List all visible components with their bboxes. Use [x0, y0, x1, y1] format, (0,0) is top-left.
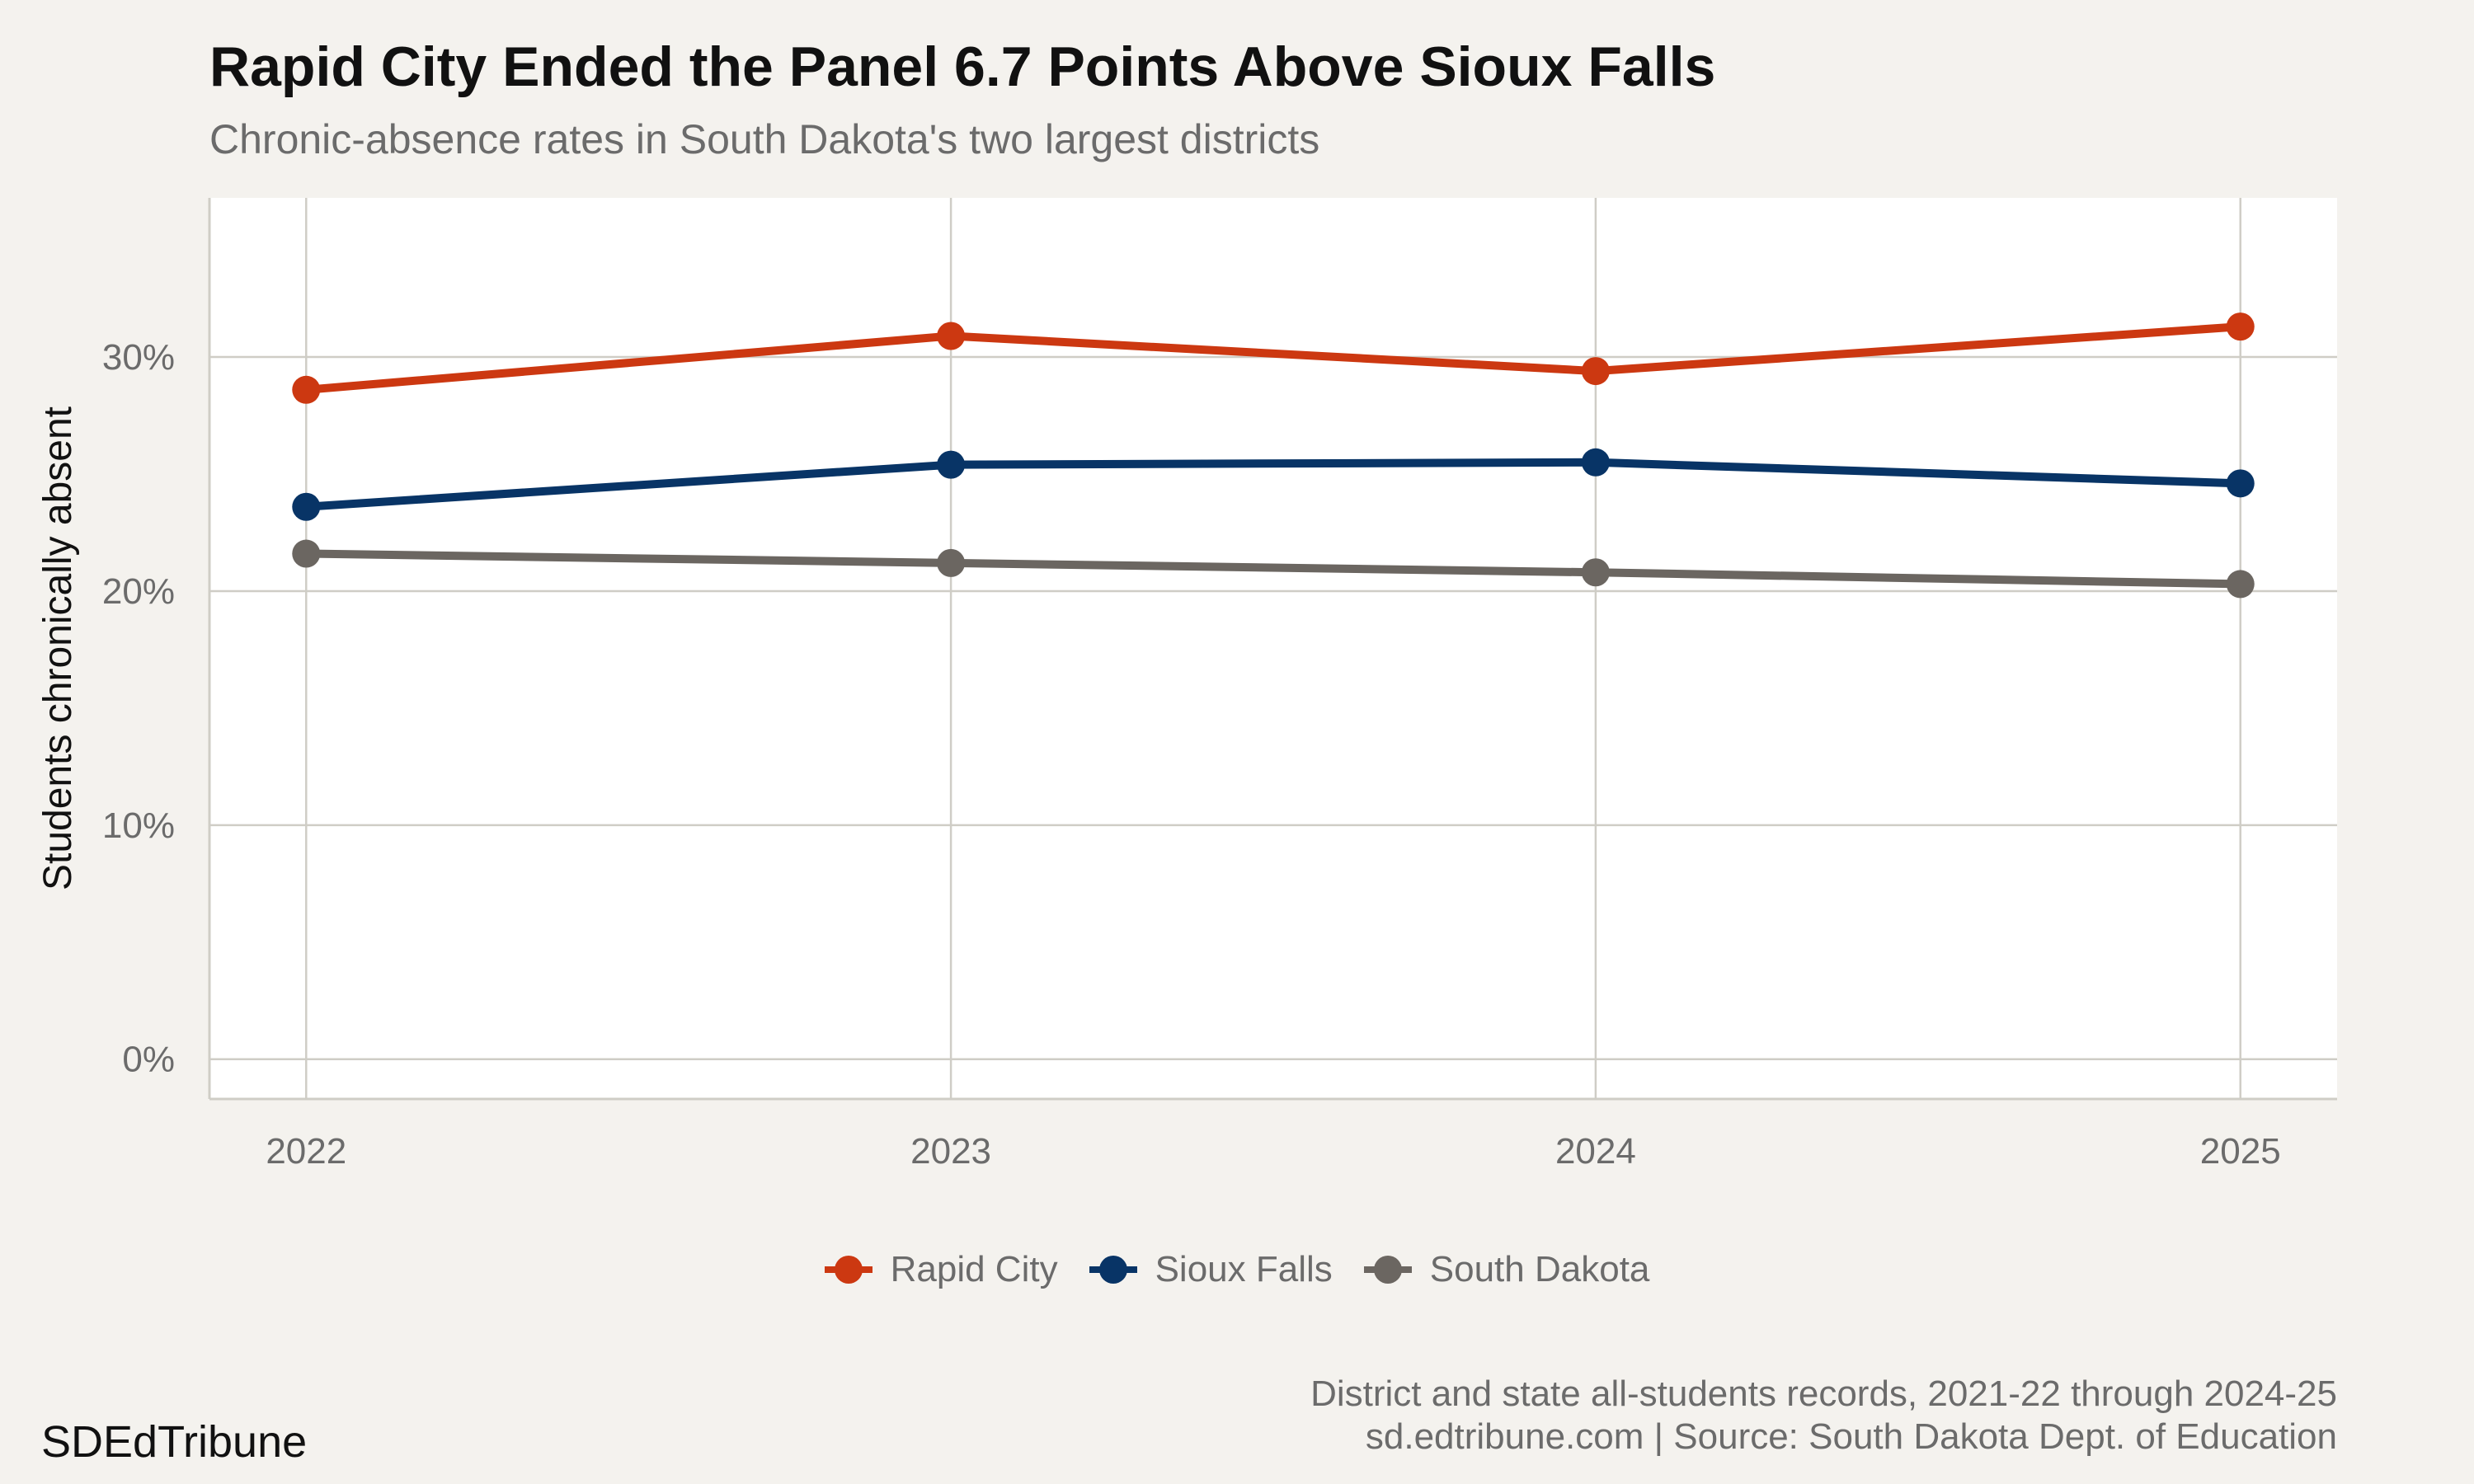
legend-label: Rapid City	[890, 1249, 1058, 1289]
x-tick-label: 2023	[910, 1131, 991, 1172]
legend: Rapid City Sioux Falls South Dakota	[0, 1249, 2474, 1290]
series-line-rapid-city	[302, 322, 2245, 394]
chart-title: Rapid City Ended the Panel 6.7 Points Ab…	[209, 35, 1716, 98]
caption-line-1: District and state all-students records,…	[1310, 1374, 2337, 1414]
legend-key-icon	[1363, 1253, 1412, 1286]
tick-labels: 0% 10% 20% 30% 2022 2023 2024 2025	[102, 337, 2281, 1172]
series-line-sioux-falls	[302, 458, 2245, 511]
legend-label: South Dakota	[1429, 1249, 1650, 1289]
data-point-sioux-falls	[292, 492, 321, 521]
y-tick-label: 0%	[122, 1040, 175, 1080]
y-tick-label: 20%	[102, 571, 175, 612]
legend-key-icon	[824, 1253, 872, 1286]
data-point-rapid-city	[1581, 357, 1610, 386]
legend-label: Sioux Falls	[1155, 1249, 1333, 1289]
y-tick-label: 10%	[102, 805, 175, 846]
data-point-south-dakota	[937, 548, 966, 577]
x-tick-label: 2025	[2200, 1131, 2281, 1172]
source-caption: District and state all-students records,…	[1310, 1373, 2337, 1458]
chart-subtitle: Chronic-absence rates in South Dakota's …	[209, 116, 1320, 162]
y-axis-title: Students chronically absent	[36, 406, 80, 890]
brand-logo-text: SDEdTribune	[41, 1417, 308, 1467]
data-point-sioux-falls	[2226, 469, 2255, 498]
legend-item-rapid-city: Rapid City	[824, 1249, 1058, 1290]
x-tick-label: 2022	[266, 1131, 346, 1172]
axes	[208, 198, 2337, 1101]
data-point-south-dakota	[292, 539, 321, 568]
legend-item-south-dakota: South Dakota	[1363, 1249, 1650, 1290]
series-line-south-dakota	[302, 549, 2245, 589]
data-point-rapid-city	[937, 322, 966, 350]
data-point-sioux-falls	[937, 450, 966, 479]
legend-key-icon	[1089, 1253, 1137, 1286]
data-point-rapid-city	[2226, 312, 2255, 341]
legend-item-sioux-falls: Sioux Falls	[1089, 1249, 1333, 1290]
x-tick-label: 2024	[1555, 1131, 1636, 1172]
data-point-south-dakota	[1581, 558, 1610, 587]
data-point-rapid-city	[292, 375, 321, 404]
data-series	[292, 312, 2255, 599]
caption-line-2: sd.edtribune.com | Source: South Dakota …	[1365, 1416, 2337, 1457]
plot-area	[209, 198, 2337, 1099]
y-tick-label: 30%	[102, 337, 175, 378]
data-point-south-dakota	[2226, 570, 2255, 599]
data-point-sioux-falls	[1581, 448, 1610, 477]
